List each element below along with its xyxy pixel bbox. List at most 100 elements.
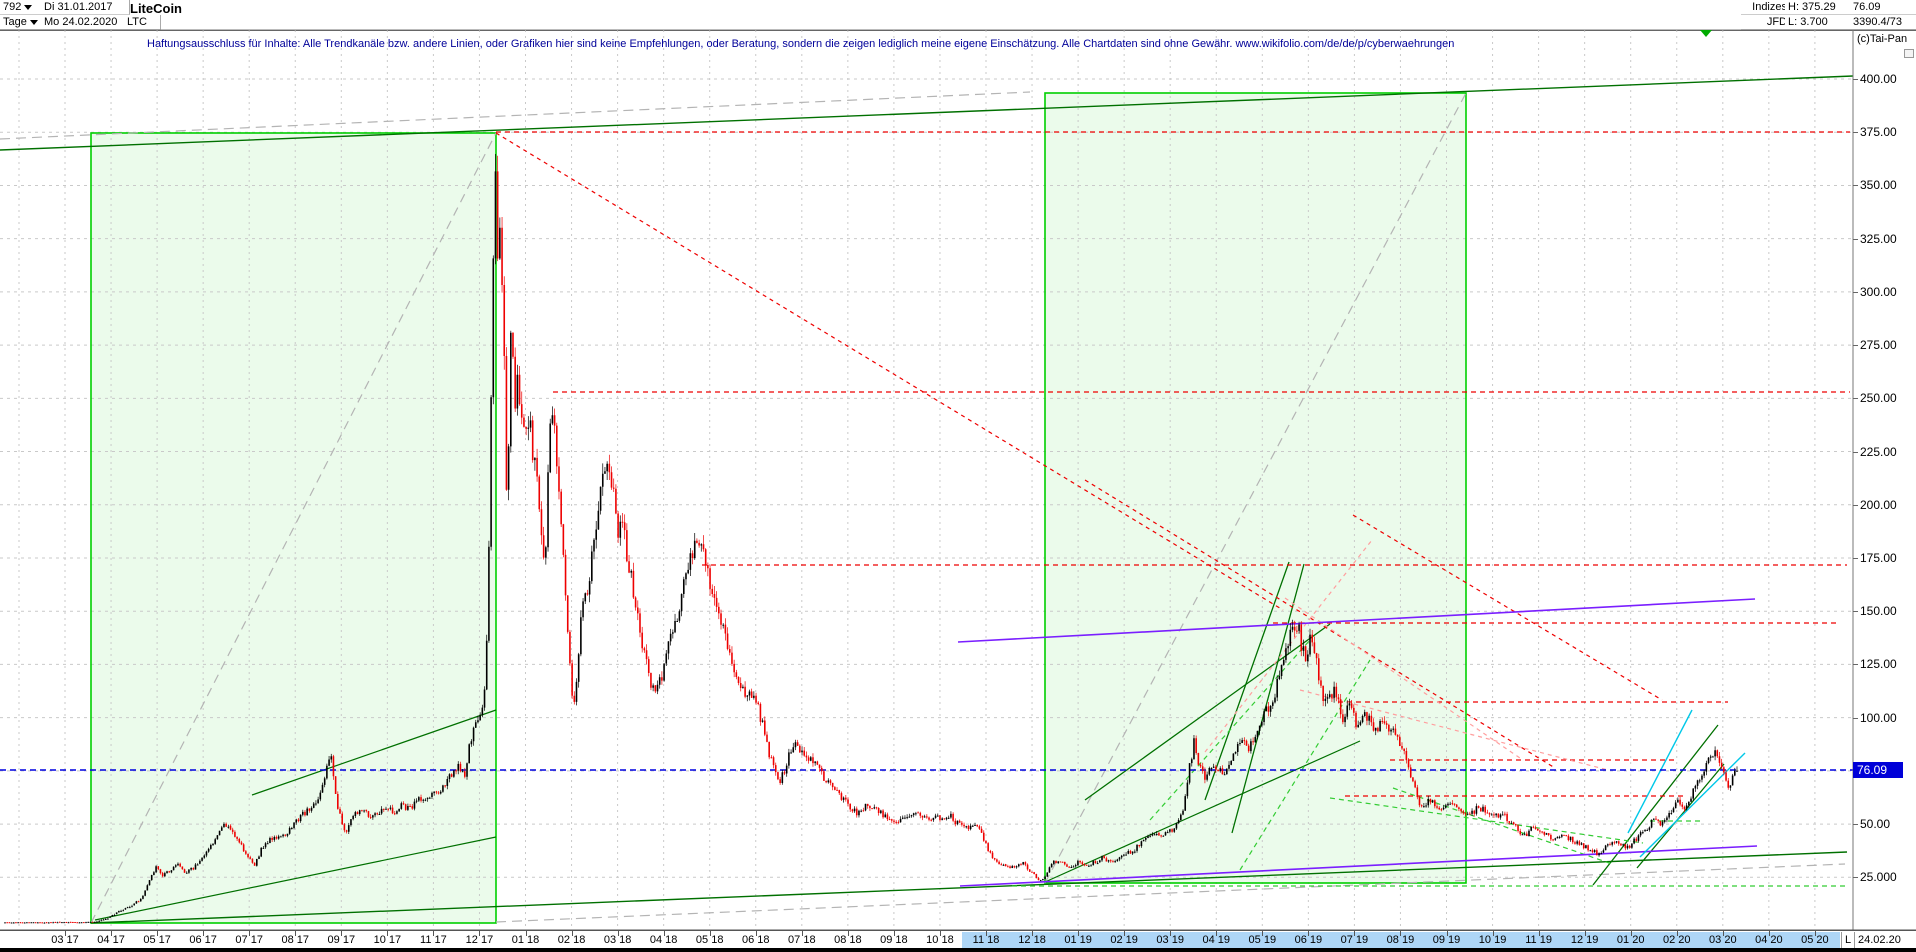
x-axis-tick: [709, 931, 711, 936]
last-price: 76.09: [1850, 0, 1916, 15]
x-axis-tick: [1446, 931, 1448, 936]
x-axis-tick: [249, 931, 251, 936]
chevron-down-icon: [24, 4, 33, 10]
x-axis-tick: [1814, 931, 1816, 936]
steep-2019-1: [1204, 561, 1290, 801]
collapse-icon[interactable]: [1904, 49, 1914, 58]
y-axis-tick: [1853, 291, 1858, 293]
disclaimer-text: Haftungsausschluss für Inhalte: Alle Tre…: [147, 38, 1455, 50]
x-axis-label: 12 19: [1570, 934, 1599, 946]
x-axis-label: 09 17: [327, 934, 356, 946]
pink-rise-2019: [1204, 539, 1373, 753]
x-axis-tick: [1722, 931, 1724, 936]
x-axis-tick: [1630, 931, 1632, 936]
x-axis-label: 09 19: [1432, 934, 1461, 946]
last-bar-marker[interactable]: L: [1841, 932, 1855, 948]
x-axis-tick: [617, 931, 619, 936]
end-date-label: 24.02.20: [1858, 934, 1901, 946]
y-axis-tick: [1853, 504, 1858, 506]
x-axis-label: 11 19: [1525, 934, 1552, 946]
x-axis-tick: [65, 931, 66, 936]
green-dashed-fall-b: [1392, 787, 1613, 865]
y-axis-tick: [1853, 238, 1858, 240]
indices-label: Indizes: [1741, 0, 1791, 15]
x-axis-label: 12 18: [1018, 934, 1046, 946]
x-axis-tick: [986, 931, 987, 936]
purple-lower: [959, 845, 1758, 887]
y-axis-tick: [1853, 664, 1858, 666]
x-axis-label: 02 20: [1662, 934, 1691, 946]
x-axis-label: 08 18: [834, 934, 862, 946]
x-axis-tick: [341, 931, 343, 936]
x-axis-tick: [571, 931, 573, 936]
x-axis-tick: [525, 931, 527, 936]
x-axis-tick: [1492, 931, 1494, 936]
y-axis-tick: [1853, 185, 1858, 187]
x-axis-label: 03 18: [603, 934, 632, 946]
x-axis-label: 01 18: [511, 934, 540, 946]
x-axis-tick: [1308, 931, 1310, 936]
x-axis-tick: [1170, 931, 1172, 936]
cyan-channel-2: [1639, 752, 1746, 858]
measured-move-box-2017: [90, 132, 497, 924]
red-trendline-2017-peak: [495, 132, 1284, 611]
y-axis-label: 150.00: [1860, 604, 1897, 619]
y-axis-tick: [1853, 557, 1858, 559]
x-axis-tick: [157, 931, 159, 936]
x-axis-tick: [1354, 931, 1356, 936]
long-green-resistance: [0, 75, 1854, 151]
y-axis-label: 225.00: [1860, 444, 1897, 459]
x-axis-label: 10 19: [1478, 934, 1507, 946]
x-axis-label: 07 17: [235, 934, 263, 946]
y-axis-label: 25.000: [1860, 870, 1897, 885]
pink-fall-2019-b: [1299, 689, 1609, 771]
x-axis: 03 17 04 17 05 17 06 17 07 17 08 17 09 17 10 17…: [0, 930, 1916, 949]
gray-channel-top: [0, 91, 1031, 140]
x-axis-tick: [1768, 931, 1770, 936]
x-axis-tick: [203, 931, 205, 936]
bottom-border: [0, 948, 1916, 952]
instrument-title: LiteCoin: [130, 1, 182, 16]
steep-2019-2: [1231, 563, 1305, 834]
channel-2020-upper: [1592, 724, 1719, 886]
green-dashed-rise-2: [1149, 639, 1311, 821]
x-axis-label: 05 20: [1801, 934, 1829, 946]
x-axis-tick: [1078, 931, 1080, 936]
x-axis-tick: [801, 931, 803, 936]
x-axis-tick: [893, 931, 895, 936]
x-axis-tick: [847, 931, 849, 936]
green-dashed-fall-a: [1329, 797, 1644, 844]
channel-2017-lower: [94, 836, 497, 921]
x-axis-label: 10 18: [926, 934, 954, 946]
x-axis-tick: [939, 931, 941, 936]
x-axis-label: 05 18: [695, 934, 724, 946]
x-axis-tick: [111, 931, 113, 936]
date-from-field[interactable]: Di 31.01.2017: [41, 0, 130, 15]
x-axis-label: 04 18: [649, 934, 678, 946]
candles-up-bodies: [4, 171, 1738, 924]
x-axis-label: 10 17: [373, 934, 402, 946]
x-axis-label: 08 17: [281, 934, 310, 946]
y-axis-label: 325.00: [1860, 231, 1897, 246]
x-axis-tick: [1584, 931, 1586, 936]
x-axis-label: 07 19: [1340, 934, 1369, 946]
symbol-field[interactable]: LTC: [124, 15, 161, 30]
x-axis-label: 12 17: [465, 934, 494, 946]
x-axis-label: 04 20: [1755, 934, 1783, 946]
y-axis-tick: [1853, 611, 1858, 613]
broker-label: JFD: [1741, 15, 1791, 30]
x-axis-tick: [1216, 931, 1218, 936]
y-axis-label: 200.00: [1860, 497, 1897, 512]
y-axis-label: 175.00: [1860, 550, 1897, 565]
red-trendline-2019-a: [1084, 479, 1556, 769]
x-axis-label: 03 17: [51, 934, 79, 946]
x-axis-label: 11 17: [420, 934, 447, 946]
volume-info: 3390.4/73: [1850, 15, 1916, 30]
x-axis-label: 03 20: [1709, 934, 1737, 946]
cyan-channel-1: [1627, 709, 1693, 834]
measured-move-box-2019-fill: [1045, 93, 1466, 883]
x-axis-tick: [387, 931, 389, 936]
window-high: H: 375.29: [1785, 0, 1856, 15]
